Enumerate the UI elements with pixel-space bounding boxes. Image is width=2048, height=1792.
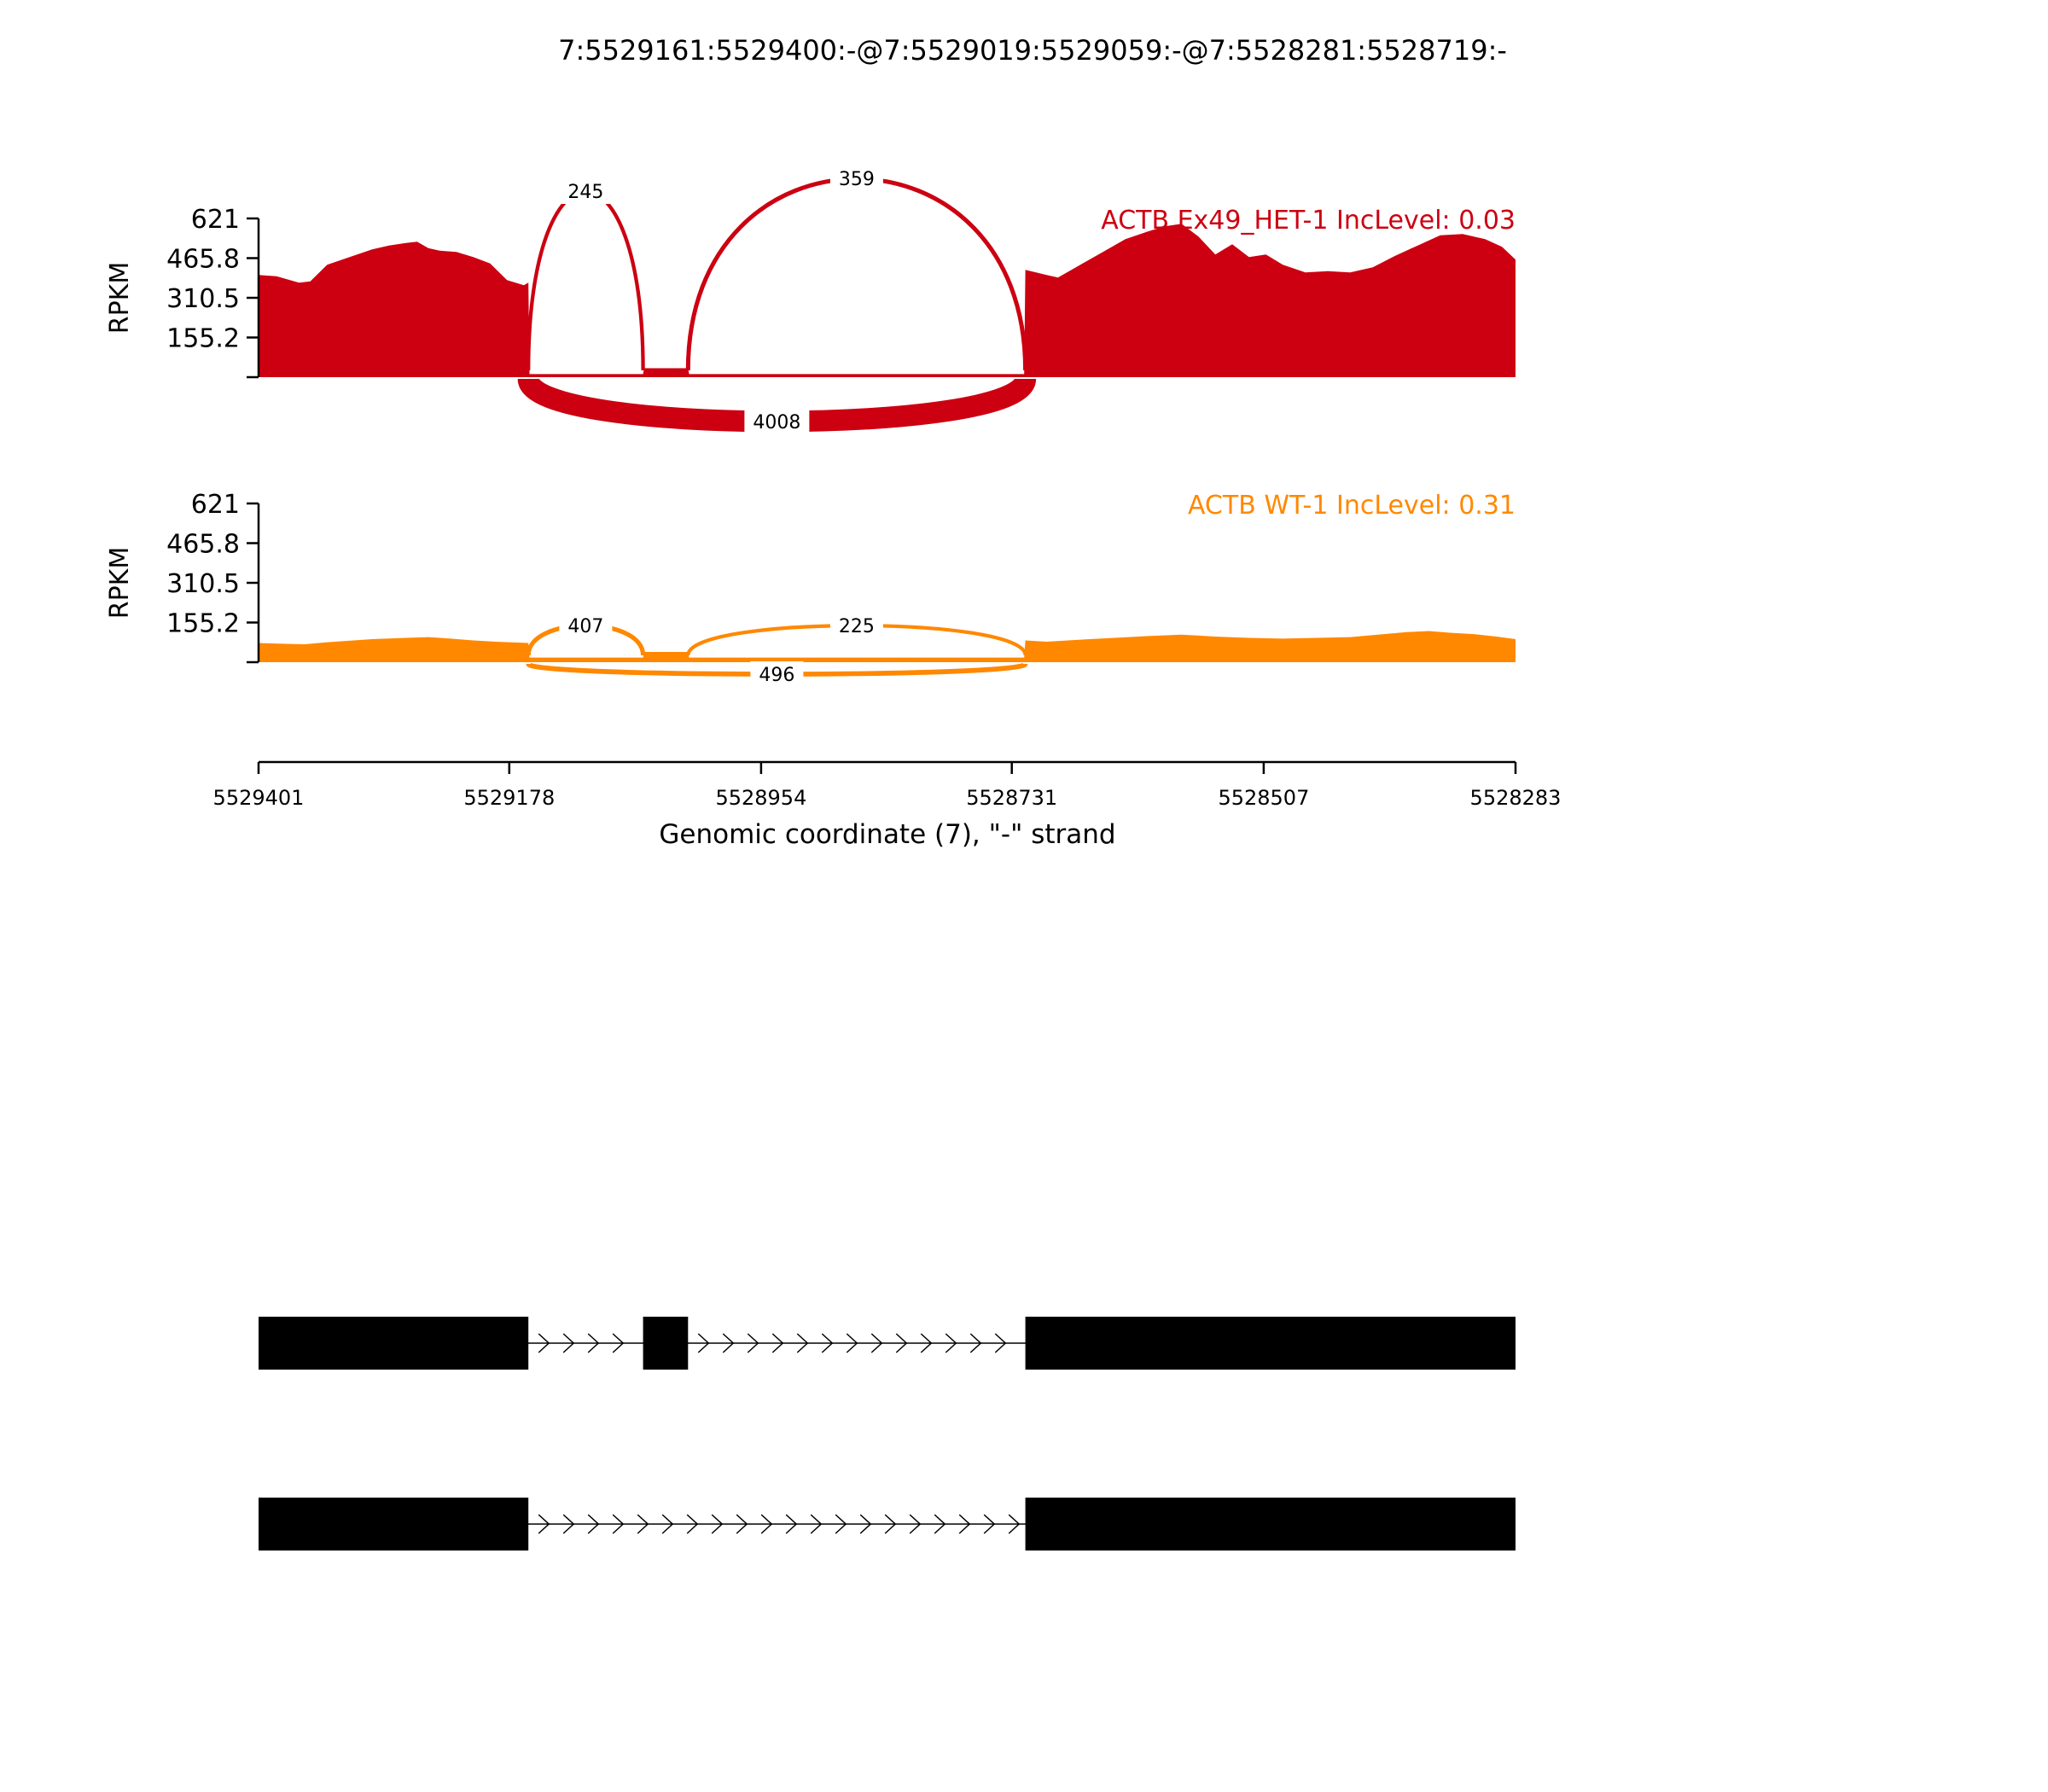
y-tick-label: 155.2 xyxy=(166,324,240,354)
strand-chevron xyxy=(538,1514,550,1534)
y-axis-label: RPKM xyxy=(105,547,135,620)
strand-chevron xyxy=(697,1333,710,1353)
coverage-area xyxy=(259,631,1516,662)
gene-models xyxy=(259,1317,1516,1551)
strand-chevron xyxy=(747,1333,759,1353)
coverage-area xyxy=(259,224,1516,377)
junction-label: 245 xyxy=(567,182,603,203)
strand-chevron xyxy=(686,1514,699,1534)
junction-label: 407 xyxy=(567,616,603,637)
figure-title: 7:5529161:5529400:-@7:5529019:5529059:-@… xyxy=(558,34,1507,67)
strand-chevron xyxy=(821,1333,834,1353)
junction-label: 4008 xyxy=(753,412,800,433)
y-tick-label: 621 xyxy=(191,490,240,520)
y-tick-label: 465.8 xyxy=(166,530,240,560)
strand-chevron xyxy=(945,1333,957,1353)
y-axis-label: RPKM xyxy=(105,262,135,335)
strand-chevron xyxy=(562,1333,575,1353)
junction-label-box xyxy=(744,409,810,434)
strand-chevron xyxy=(538,1333,550,1353)
strand-chevron xyxy=(587,1333,600,1353)
strand-chevron xyxy=(934,1514,946,1534)
strand-chevron xyxy=(994,1333,1007,1353)
tracks-layer: 245 359 4008 621 465.8 310.5 155.2 RPKM ACTB Ex4… xyxy=(105,166,1516,687)
strand-chevron xyxy=(920,1333,933,1353)
strand-chevron xyxy=(612,1514,625,1534)
strand-chevron xyxy=(810,1514,823,1534)
junction-label: 359 xyxy=(839,169,875,190)
y-tick-label: 465.8 xyxy=(166,245,240,275)
junction-label-box xyxy=(750,661,804,687)
x-tick-label: 5528954 xyxy=(715,786,806,810)
strand-chevron xyxy=(760,1514,773,1534)
strand-chevron xyxy=(785,1514,798,1534)
junction-label-box xyxy=(829,166,883,191)
strand-chevron xyxy=(661,1514,674,1534)
strand-chevron xyxy=(736,1514,748,1534)
gene-model-1 xyxy=(259,1317,1516,1370)
strand-chevron xyxy=(771,1333,784,1353)
strand-chevron xyxy=(846,1333,858,1353)
junction-label-box xyxy=(829,613,883,638)
strand-chevron xyxy=(587,1514,600,1534)
x-tick-label: 5528283 xyxy=(1470,786,1562,810)
exon-block xyxy=(259,1317,529,1370)
junction-label: 496 xyxy=(759,665,794,686)
track-name: ACTB Ex49_HET-1 IncLevel: 0.03 xyxy=(1101,206,1516,236)
track-2: 407 225 496 621 465.8 310.5 155.2 RPKM ACTB WT-1… xyxy=(105,490,1516,687)
strand-chevron xyxy=(722,1333,735,1353)
strand-chevron xyxy=(958,1514,971,1534)
y-tick-label: 621 xyxy=(191,205,240,235)
strand-chevron xyxy=(562,1514,575,1534)
x-tick-label: 5529401 xyxy=(213,786,305,810)
y-tick-label: 310.5 xyxy=(166,569,240,599)
strand-chevron xyxy=(796,1333,809,1353)
track-name: ACTB WT-1 IncLevel: 0.31 xyxy=(1188,491,1516,521)
x-tick-label: 5528731 xyxy=(966,786,1057,810)
exon-block xyxy=(1025,1498,1516,1551)
gene-model-2 xyxy=(259,1498,1516,1551)
strand-chevron xyxy=(859,1514,872,1534)
x-tick-label: 5529178 xyxy=(463,786,555,810)
y-tick-label: 310.5 xyxy=(166,284,240,314)
strand-chevron xyxy=(612,1333,625,1353)
x-tick-label: 5528507 xyxy=(1218,786,1309,810)
strand-chevron xyxy=(909,1514,922,1534)
strand-chevron xyxy=(637,1514,649,1534)
y-tick-label: 155.2 xyxy=(166,609,240,639)
x-axis: 5529401 5529178 5528954 5528731 5528507 55282… xyxy=(213,760,1562,850)
exon-block xyxy=(259,1498,529,1551)
strand-chevron xyxy=(1008,1514,1021,1534)
strand-chevron xyxy=(884,1514,897,1534)
strand-chevron xyxy=(835,1514,847,1534)
track-1: 245 359 4008 621 465.8 310.5 155.2 RPKM ACTB Ex4… xyxy=(105,166,1516,434)
junction-label-box xyxy=(559,178,613,204)
exon-block xyxy=(1025,1317,1516,1370)
x-axis-label: Genomic coordinate (7), "-" strand xyxy=(659,819,1115,850)
strand-chevron xyxy=(711,1514,724,1534)
strand-chevron xyxy=(983,1514,996,1534)
junction-label-box xyxy=(559,613,613,638)
strand-chevron xyxy=(870,1333,883,1353)
strand-chevron xyxy=(969,1333,982,1353)
exon-block xyxy=(643,1317,689,1370)
strand-chevron xyxy=(895,1333,908,1353)
junction-label: 225 xyxy=(839,616,875,637)
